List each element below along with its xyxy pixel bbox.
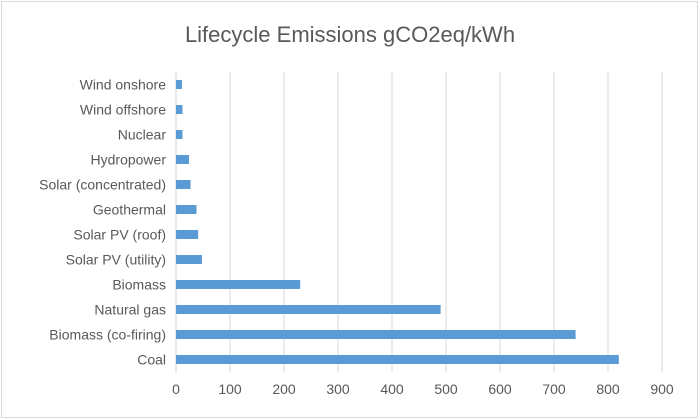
bar xyxy=(176,80,182,89)
category-label: Solar PV (utility) xyxy=(66,252,166,268)
bars xyxy=(176,80,619,364)
x-tick-label: 900 xyxy=(650,381,674,397)
bar xyxy=(176,180,191,189)
x-tick-label: 800 xyxy=(596,381,620,397)
bar xyxy=(176,105,183,114)
category-label: Solar (concentrated) xyxy=(39,177,166,193)
bar xyxy=(176,355,619,364)
x-tick-label: 500 xyxy=(434,381,458,397)
x-tick-label: 200 xyxy=(272,381,296,397)
x-tick-label: 700 xyxy=(542,381,566,397)
x-tick-label: 400 xyxy=(380,381,404,397)
category-label: Nuclear xyxy=(118,127,167,143)
bar xyxy=(176,155,189,164)
bar xyxy=(176,255,202,264)
x-tick-label: 600 xyxy=(488,381,512,397)
x-tick-label: 0 xyxy=(172,381,180,397)
bar xyxy=(176,130,183,139)
category-label: Biomass (co-firing) xyxy=(49,327,166,343)
category-label: Hydropower xyxy=(91,152,167,168)
category-label: Coal xyxy=(137,352,166,368)
bar xyxy=(176,205,197,214)
category-labels: Wind onshore Wind offshore Nuclear Hydropow… xyxy=(39,77,166,368)
x-tick-label: 100 xyxy=(218,381,242,397)
x-tick-label: 300 xyxy=(326,381,350,397)
x-axis-ticks: 0 100 200 300 400 500 600 700 800 900 xyxy=(172,381,674,397)
category-label: Natural gas xyxy=(94,302,166,318)
bar xyxy=(176,330,576,339)
category-label: Biomass xyxy=(112,277,166,293)
bar xyxy=(176,305,441,314)
bar xyxy=(176,230,199,239)
category-label: Geothermal xyxy=(93,202,166,218)
category-label: Solar PV (roof) xyxy=(73,227,166,243)
chart-title: Lifecycle Emissions gCO2eq/kWh xyxy=(185,22,515,47)
bar xyxy=(176,280,301,289)
category-label: Wind offshore xyxy=(80,102,166,118)
gridlines xyxy=(175,72,663,372)
category-label: Wind onshore xyxy=(80,77,167,93)
